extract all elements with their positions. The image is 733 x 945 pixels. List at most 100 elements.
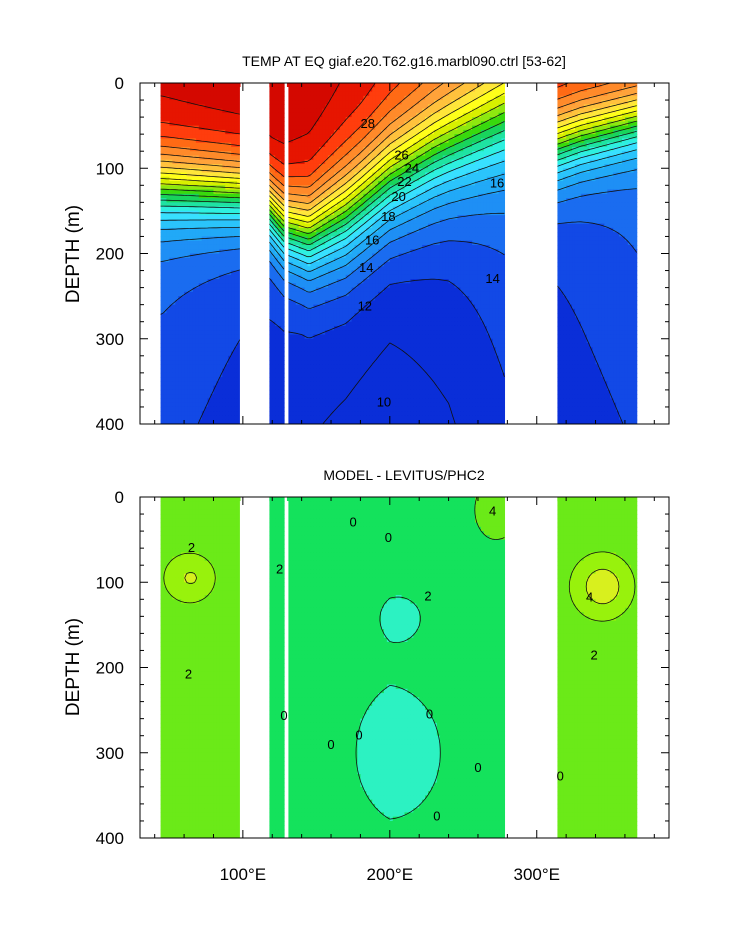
field-cell — [304, 155, 309, 161]
field-cell — [495, 121, 500, 127]
field-cell — [469, 219, 473, 225]
field-cell — [619, 210, 623, 216]
field-cell — [419, 108, 423, 114]
field-cell — [633, 125, 638, 131]
field-cell — [313, 232, 317, 238]
field-cell — [378, 83, 382, 88]
field-cell — [586, 163, 591, 169]
field-cell — [395, 117, 400, 122]
field-cell — [598, 193, 603, 199]
field-cell — [613, 95, 617, 101]
field-cell — [454, 100, 458, 105]
field-cell — [492, 181, 497, 186]
field-cell — [272, 206, 276, 212]
field-cell — [166, 215, 170, 220]
field-cell — [231, 232, 235, 238]
field-cell — [357, 168, 362, 174]
field-cell — [624, 193, 629, 199]
field-cell — [589, 210, 594, 216]
field-cell — [354, 125, 359, 131]
field-cell — [169, 125, 173, 131]
field-cell — [269, 159, 273, 165]
field-cell — [363, 219, 367, 225]
field-cell — [463, 227, 467, 233]
field-cell — [475, 227, 479, 233]
field-cell — [480, 159, 485, 165]
field-cell — [313, 202, 317, 208]
field-cell — [574, 172, 579, 178]
field-cell — [592, 185, 597, 191]
field-cell — [610, 193, 614, 199]
field-cell — [566, 117, 570, 122]
field-cell — [574, 202, 579, 208]
field-cell — [589, 87, 594, 93]
field-cell — [616, 227, 620, 233]
field-cell — [469, 176, 473, 182]
field-cell — [422, 215, 426, 220]
field-cell — [225, 172, 229, 178]
field-cell — [589, 206, 594, 212]
field-cell — [586, 138, 591, 144]
field-cell — [595, 146, 600, 152]
field-cell — [198, 168, 203, 174]
field-cell — [569, 223, 573, 229]
field-cell — [472, 129, 476, 135]
field-cell — [404, 236, 409, 242]
field-cell — [339, 172, 344, 178]
field-cell — [366, 104, 370, 110]
field-cell — [351, 219, 356, 225]
field-cell — [236, 83, 241, 88]
field-cell — [195, 227, 200, 233]
field-cell — [466, 219, 470, 225]
field-cell — [633, 193, 638, 199]
field-cell — [413, 210, 417, 216]
field-cell — [281, 91, 285, 97]
field-cell — [184, 91, 188, 97]
field-cell — [398, 227, 403, 233]
field-cell — [633, 100, 638, 105]
field-cell — [160, 176, 165, 182]
field-cell — [169, 181, 173, 186]
field-cell — [592, 138, 597, 144]
field-cell — [210, 83, 215, 88]
field-cell — [219, 232, 223, 238]
field-cell — [187, 138, 191, 144]
field-cell — [457, 172, 461, 178]
field-cell — [480, 108, 485, 114]
field-cell — [483, 219, 488, 225]
field-cell — [331, 185, 335, 191]
field-cell — [624, 146, 629, 152]
field-cell — [501, 193, 506, 199]
field-cell — [372, 210, 376, 216]
field-cell — [339, 159, 344, 165]
field-cell — [598, 236, 603, 242]
field-cell — [621, 210, 626, 216]
field-cell — [375, 117, 379, 122]
field-cell — [272, 219, 276, 225]
field-cell — [469, 189, 473, 195]
field-cell — [566, 193, 570, 199]
field-cell — [472, 223, 476, 229]
field-cell — [463, 104, 467, 110]
field-cell — [357, 189, 362, 195]
field-cell — [169, 172, 173, 178]
field-cell — [360, 87, 364, 93]
field-cell — [316, 198, 320, 203]
field-cell — [301, 215, 306, 220]
field-cell — [475, 142, 479, 148]
field-cell — [348, 117, 353, 122]
field-cell — [272, 236, 276, 242]
field-cell — [172, 91, 176, 97]
field-cell — [404, 87, 409, 93]
field-cell — [380, 155, 385, 161]
field-cell — [501, 206, 506, 212]
field-cell — [325, 112, 329, 118]
field-cell — [292, 198, 297, 203]
field-cell — [201, 151, 206, 157]
field-cell — [216, 91, 220, 97]
field-cell — [433, 181, 438, 186]
field-cell — [572, 129, 576, 135]
field-cell — [319, 134, 323, 140]
field-cell — [586, 219, 591, 225]
field-cell — [354, 83, 359, 88]
